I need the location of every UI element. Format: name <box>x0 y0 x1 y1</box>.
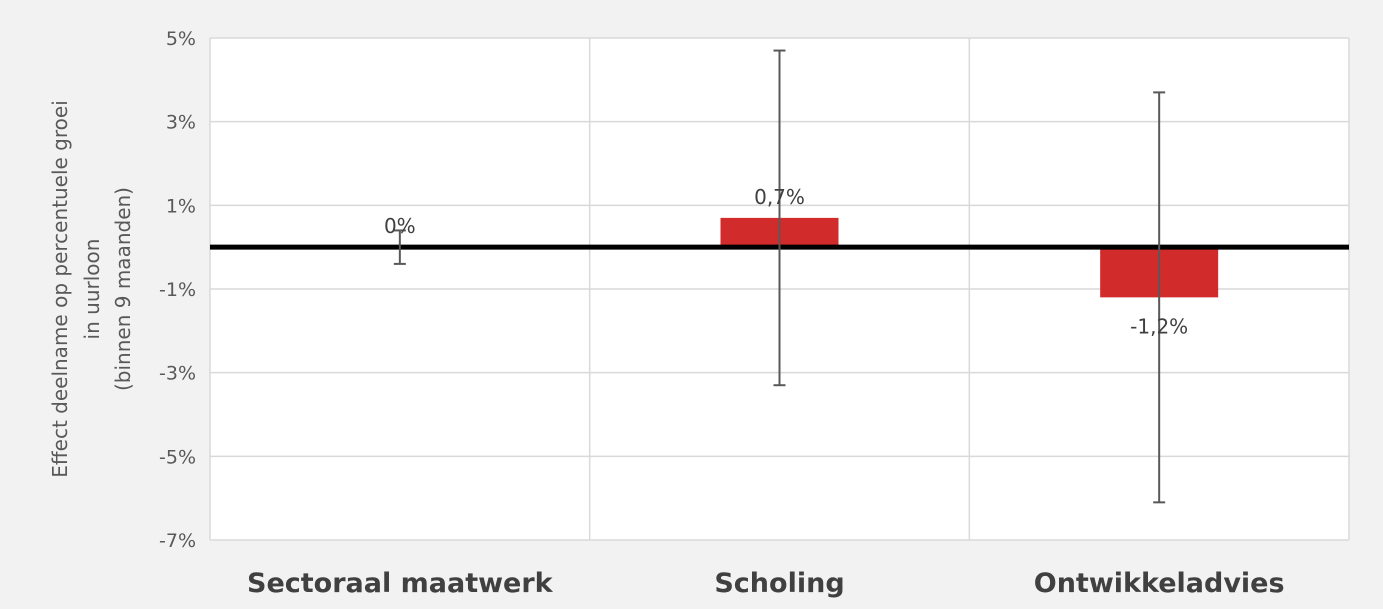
data-label: 0% <box>384 214 416 238</box>
data-label: 0,7% <box>754 185 805 209</box>
y-tick-label: 5% <box>166 28 196 50</box>
y-tick-label: -5% <box>159 446 196 468</box>
y-tick-label: -3% <box>159 363 196 385</box>
y-axis-title-line: (binnen 9 maanden) <box>111 187 135 391</box>
y-axis-title-line: in uurloon <box>80 239 104 340</box>
category-label: Scholing <box>714 568 844 599</box>
category-label: Ontwikkeladvies <box>1034 568 1285 599</box>
y-tick-label: 3% <box>166 112 196 134</box>
y-tick-label: -7% <box>159 530 196 552</box>
y-axis-title-line: Effect deelname op percentuele groei <box>48 100 72 478</box>
y-tick-label: -1% <box>159 279 196 301</box>
category-label: Sectoraal maatwerk <box>247 568 554 599</box>
y-tick-label: 1% <box>166 195 196 217</box>
data-label: -1,2% <box>1130 314 1188 338</box>
